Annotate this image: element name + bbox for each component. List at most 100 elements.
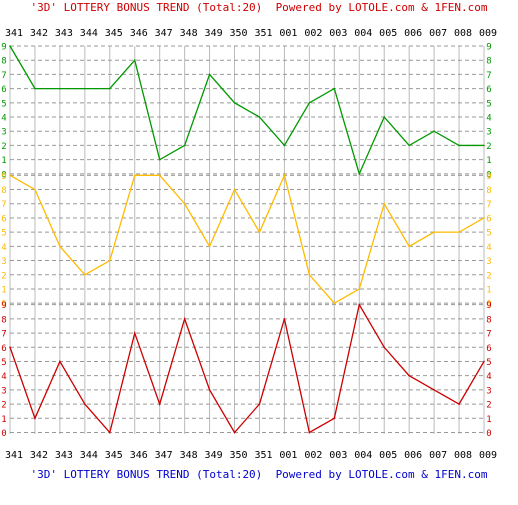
series-point [333, 302, 336, 304]
x-tick-label-top: 347 [155, 28, 173, 39]
series-layer [9, 45, 485, 434]
x-tick-label-bottom: 342 [30, 450, 48, 461]
series-point [458, 231, 460, 233]
y-tick-label-left: 1 [1, 415, 6, 425]
x-tick-label-top: 346 [130, 28, 148, 39]
chart-title-bottom: '3D' LOTTERY BONUS TREND (Total:20) Powe… [31, 468, 488, 481]
x-tick-label-bottom: 007 [429, 450, 447, 461]
y-tick-label-right: 3 [486, 257, 491, 267]
y-tick-label-left: 1 [1, 156, 6, 166]
y-tick-label-left: 5 [1, 358, 6, 368]
series-point [108, 87, 111, 90]
x-tick-label-top: 003 [329, 28, 347, 39]
series-point [183, 318, 186, 320]
y-tick-label-right: 0 [486, 170, 491, 180]
series-point [283, 318, 286, 320]
x-tick-label-top: 348 [180, 28, 198, 39]
y-tick-label-right: 1 [486, 285, 491, 295]
y-tick-label-right: 8 [486, 186, 491, 196]
series-point [59, 245, 61, 248]
series-point [458, 403, 460, 405]
x-tick-label-bottom: 343 [55, 450, 73, 461]
series-point [183, 202, 186, 205]
series-point [308, 273, 311, 276]
y-tick-label-right: 5 [486, 358, 491, 368]
x-tick-label-top: 009 [479, 28, 497, 39]
x-tick-label-bottom: 002 [304, 450, 322, 461]
y-tick-label-right: 7 [486, 71, 491, 81]
y-tick-label-left: 7 [1, 330, 6, 340]
x-tick-label-bottom: 351 [254, 450, 272, 461]
y-tick-label-left: 5 [1, 99, 6, 109]
x-tick-label-bottom: 008 [454, 450, 472, 461]
series-point [258, 231, 261, 233]
series-point [158, 403, 161, 405]
series-point [9, 45, 11, 47]
series-point [408, 245, 410, 248]
series-point [408, 374, 410, 377]
y-tick-label-right: 3 [486, 386, 491, 396]
series-point [383, 202, 386, 205]
x-tick-label-top: 005 [379, 28, 397, 39]
x-tick-label-top: 002 [304, 28, 322, 39]
y-tick-label-right: 9 [486, 172, 491, 182]
series-point [84, 87, 86, 90]
y-tick-label-right: 4 [486, 372, 491, 382]
y-tick-label-right: 2 [486, 142, 491, 152]
y-tick-label-left: 8 [1, 186, 6, 196]
series-point [84, 403, 86, 405]
x-tick-label-bottom: 349 [205, 450, 223, 461]
series-point [208, 389, 211, 391]
x-tick-label-bottom: 003 [329, 450, 347, 461]
series-point [133, 332, 136, 334]
x-tick-label-bottom: 347 [155, 450, 173, 461]
x-tick-label-top: 342 [30, 28, 48, 39]
series-point [483, 144, 485, 147]
y-tick-label-left: 9 [1, 43, 6, 53]
y-tick-label-right: 1 [486, 415, 491, 425]
y-tick-label-right: 5 [486, 99, 491, 109]
y-tick-label-left: 3 [1, 386, 6, 396]
y-tick-label-left: 4 [1, 114, 6, 124]
series-point [158, 174, 161, 177]
y-tick-label-left: 7 [1, 200, 6, 210]
series-point [308, 431, 311, 434]
series-point [433, 130, 435, 133]
chart-title-top: '3D' LOTTERY BONUS TREND (Total:20) Powe… [31, 1, 488, 14]
series-point [358, 303, 361, 306]
series-line-1 [9, 45, 484, 176]
x-tick-label-top: 001 [279, 28, 297, 39]
y-tick-label-right: 9 [486, 301, 491, 311]
y-tick-label-right: 7 [486, 200, 491, 210]
x-tick-label-top: 344 [80, 28, 98, 39]
series-point [34, 188, 36, 191]
series-point [34, 417, 36, 420]
series-point [133, 59, 136, 62]
series-point [408, 144, 410, 147]
series-point [358, 173, 361, 175]
series-point [59, 360, 61, 363]
x-tick-label-bottom: 344 [80, 450, 98, 461]
series-point [233, 102, 236, 104]
series-point [308, 102, 311, 104]
y-tick-label-right: 0 [486, 429, 491, 439]
label-layer: 0 01 12 23 34 45 56 67 78 89 90 01 12 23 34 45 56 67 78 89 9… [1, 28, 497, 461]
y-tick-label-right: 3 [486, 128, 491, 138]
y-tick-label-left: 3 [1, 128, 6, 138]
y-tick-label-right: 7 [486, 330, 491, 340]
x-tick-label-top: 343 [55, 28, 73, 39]
series-point [483, 360, 485, 363]
x-tick-label-bottom: 345 [105, 450, 123, 461]
x-tick-label-top: 349 [205, 28, 223, 39]
series-point [84, 273, 86, 276]
series-point [458, 144, 460, 147]
x-tick-label-bottom: 348 [180, 450, 198, 461]
y-tick-label-right: 8 [486, 57, 491, 67]
series-point [383, 116, 386, 118]
series-point [483, 217, 485, 219]
series-line-3 [9, 302, 485, 434]
y-tick-label-left: 9 [1, 301, 6, 311]
y-tick-label-left: 2 [1, 271, 6, 281]
series-point [283, 144, 286, 147]
